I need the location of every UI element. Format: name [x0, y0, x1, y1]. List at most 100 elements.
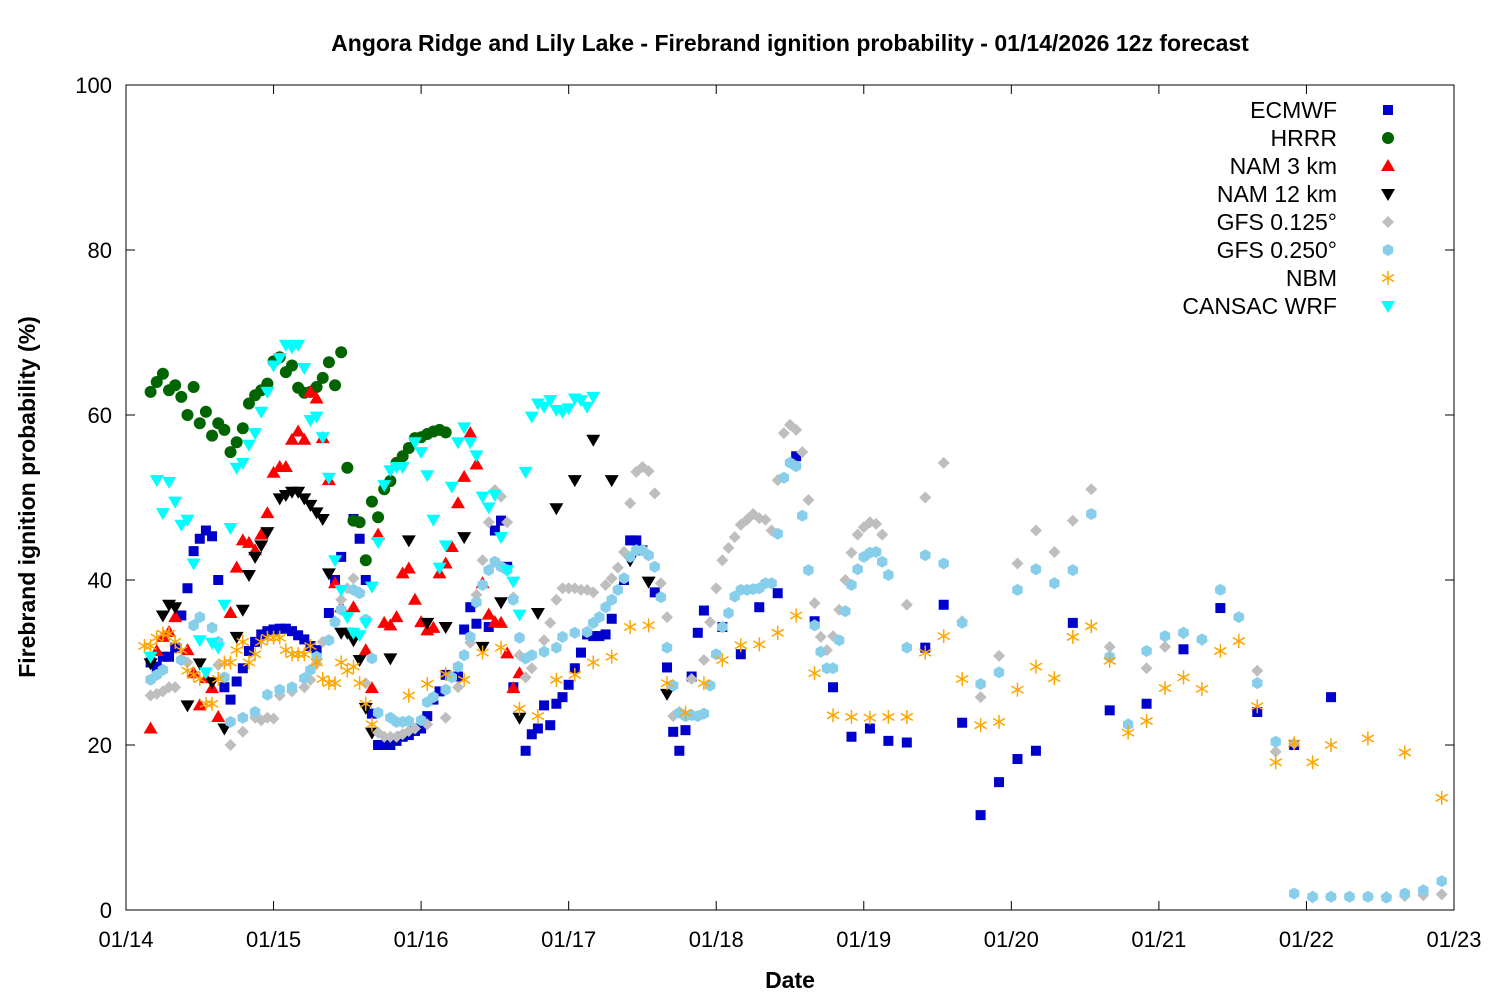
data-point-nam-3-km [229, 560, 244, 573]
data-point-cansac-wrf [530, 398, 545, 411]
data-point-gfs-0-125 [335, 593, 348, 606]
data-point-hrrr [218, 423, 231, 436]
x-tick-label: 01/14 [98, 927, 153, 952]
data-point-ecmwf [520, 745, 531, 756]
data-point-nbm [1084, 619, 1098, 634]
data-point-hrrr [353, 516, 366, 529]
data-point-gfs-0-250 [366, 652, 378, 665]
data-point-nam-3-km [297, 432, 312, 445]
data-point-cansac-wrf [487, 490, 502, 503]
data-point-gfs-0-250 [815, 645, 826, 658]
data-point-nbm [586, 655, 600, 670]
data-point-nam-3-km [407, 592, 422, 605]
data-point-ecmwf [366, 708, 377, 719]
data-point-nam-3-km [223, 606, 238, 618]
data-point-nam-12-km [241, 570, 256, 583]
data-point-nbm [1435, 790, 1449, 805]
data-point-ecmwf [164, 651, 175, 662]
data-point-nbm [660, 676, 674, 691]
data-point-gfs-0-125 [870, 517, 883, 530]
data-point-gfs-0-125 [525, 662, 538, 675]
data-point-nbm [156, 626, 170, 641]
data-point-gfs-0-250 [618, 572, 630, 585]
data-point-ecmwf [938, 599, 949, 610]
data-point-hrrr [236, 422, 249, 435]
data-point-gfs-0-125 [501, 516, 514, 529]
x-axis-label: Date [765, 967, 815, 993]
data-point-gfs-0-125 [482, 516, 495, 529]
data-point-gfs-0-250 [514, 631, 525, 644]
y-tick-label: 0 [100, 898, 112, 923]
data-point-cansac-wrf [463, 437, 478, 450]
data-point-nam-12-km [641, 576, 656, 589]
data-point-ecmwf [287, 626, 297, 637]
data-point-gfs-0-125 [759, 513, 772, 526]
data-point-gfs-0-125 [1048, 545, 1061, 558]
data-point-cansac-wrf [586, 391, 601, 404]
data-point-nbm [144, 639, 157, 653]
series-ecmwf [145, 451, 1337, 821]
data-point-gfs-0-125 [556, 582, 569, 595]
data-point-gfs-0-250 [1049, 577, 1060, 590]
data-point-nbm [974, 718, 987, 733]
y-tick-label: 40 [88, 568, 112, 593]
data-point-hrrr [341, 461, 354, 474]
data-point-ecmwf [864, 723, 875, 734]
data-point-nam-3-km [426, 620, 441, 633]
data-point-nbm [304, 639, 317, 653]
data-point-gfs-0-250 [723, 607, 734, 619]
data-point-gfs-0-250 [803, 564, 814, 577]
data-point-nam-12-km [512, 712, 527, 725]
data-point-nam-3-km [506, 681, 521, 694]
data-point-nbm [1361, 731, 1375, 746]
data-point-ecmwf [680, 725, 691, 736]
data-point-ecmwf [231, 676, 242, 687]
data-point-gfs-0-250 [225, 715, 236, 728]
data-point-ecmwf [883, 735, 894, 746]
data-point-cansac-wrf [217, 599, 232, 612]
data-point-cansac-wrf [186, 558, 201, 571]
data-point-ecmwf [1178, 644, 1189, 655]
x-tick-label: 01/16 [394, 927, 449, 952]
data-point-gfs-0-250 [1123, 718, 1134, 731]
x-tick-label: 01/19 [836, 927, 891, 952]
data-point-gfs-0-125 [685, 673, 698, 685]
data-point-ecmwf [465, 602, 476, 613]
data-point-nam-3-km [278, 459, 293, 472]
data-point-nam-12-km [420, 617, 435, 630]
data-point-nbm [549, 672, 563, 687]
data-point-nbm [138, 639, 151, 653]
data-point-nbm [863, 710, 877, 725]
data-point-nam-3-km [309, 391, 324, 404]
data-point-hrrr [144, 385, 157, 398]
data-point-gfs-0-250 [1067, 564, 1078, 577]
data-point-nam-3-km [143, 721, 158, 734]
data-point-ecmwf [754, 602, 765, 613]
data-point-ecmwf [631, 535, 642, 546]
data-point-ecmwf [213, 575, 224, 585]
legend-marker-ecmwf [1383, 105, 1393, 115]
data-point-nbm [1121, 725, 1135, 740]
data-point-gfs-0-125 [599, 578, 612, 591]
data-point-gfs-0-125 [408, 722, 421, 735]
data-point-gfs-0-125 [544, 616, 557, 629]
legend-label-nam-3-km: NAM 3 km [1230, 153, 1337, 179]
x-tick-label: 01/20 [984, 927, 1039, 952]
data-point-nbm [193, 672, 207, 686]
data-point-hrrr [224, 446, 237, 459]
x-tick-label: 01/22 [1279, 927, 1334, 952]
data-point-nbm [199, 696, 213, 711]
data-point-ecmwf [311, 645, 322, 656]
data-point-gfs-0-250 [852, 563, 863, 576]
data-point-gfs-0-125 [562, 582, 575, 595]
legend-marker-gfs-0-125 [1382, 216, 1394, 228]
data-point-ecmwf [151, 661, 162, 672]
data-point-cansac-wrf [198, 667, 213, 680]
data-point-gfs-0-250 [557, 630, 568, 643]
data-point-gfs-0-250 [772, 527, 783, 540]
data-point-nam-3-km [260, 506, 275, 519]
data-point-nbm [697, 676, 711, 691]
data-point-nbm [205, 696, 219, 711]
data-point-nbm [1047, 671, 1061, 686]
data-point-nbm [248, 647, 262, 662]
